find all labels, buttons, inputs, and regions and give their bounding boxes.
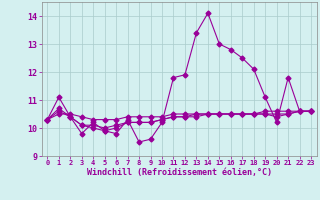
X-axis label: Windchill (Refroidissement éolien,°C): Windchill (Refroidissement éolien,°C) bbox=[87, 168, 272, 177]
